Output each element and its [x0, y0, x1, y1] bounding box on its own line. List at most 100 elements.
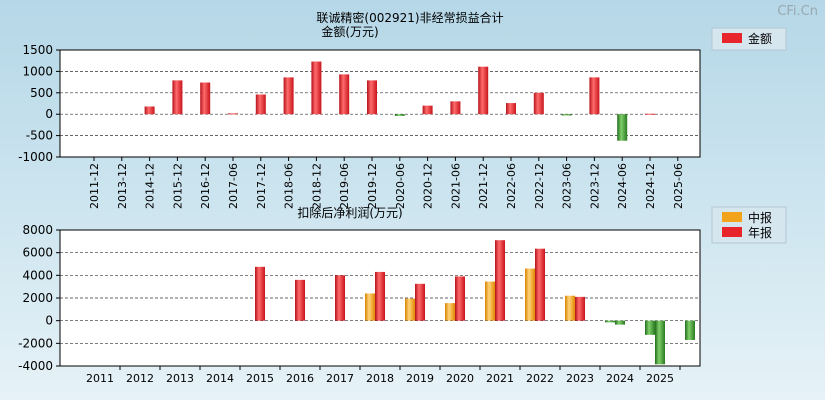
- chart2-x-tick-label: 2024: [606, 372, 634, 385]
- chart1-title: 联诚精密(002921)非经常损益合计: [316, 10, 503, 25]
- chart2-x-tick-label: 2025: [646, 372, 674, 385]
- chart2-x-tick-label: 2014: [206, 372, 234, 385]
- chart2-x-axis: 2011 2012 2013 2014 2015 2016 2017 2018 2019 2020…: [86, 366, 681, 385]
- chart2-x-tick-label: 2017: [326, 372, 354, 385]
- chart1-x-tick-label: 2013-12: [116, 163, 129, 209]
- chart2-x-tick-label: 2019: [406, 372, 434, 385]
- chart1-bar: [506, 103, 516, 115]
- chart2-bars: [255, 240, 695, 365]
- chart2-x-tick-label: 2022: [526, 372, 554, 385]
- chart1-x-tick-label: 2016-12: [199, 163, 212, 209]
- legend-label-zhongbao: 中报: [748, 210, 772, 225]
- chart2-x-tick-label: 2011: [86, 372, 114, 385]
- chart2-y-tick-label: 8000: [22, 223, 53, 237]
- chart1-y-tick-label: 0: [45, 107, 53, 121]
- chart1-x-tick-label: 2017-12: [255, 163, 268, 209]
- chart1-x-tick-label: 2018-12: [310, 163, 323, 209]
- legend-swatch-zhongbao: [722, 212, 742, 222]
- chart1-y-axis: 1500 1000 500 0 -500 -1000: [18, 43, 60, 164]
- chart2-y-tick-label: -4000: [18, 359, 53, 373]
- chart1-bar: [478, 66, 489, 115]
- chart1-bar: [339, 74, 350, 115]
- chart2-bar-nianbao: [455, 276, 465, 321]
- chart1-ylabel: 金额(万元): [321, 24, 378, 39]
- chart2-bar-zhongbao: [645, 320, 655, 335]
- chart2-bar-zhongbao: [445, 303, 455, 321]
- legend-swatch-jine: [722, 33, 742, 43]
- chart1-bar: [255, 94, 266, 115]
- chart1-bar: [422, 105, 433, 115]
- chart1-x-tick-label: 2022-12: [533, 163, 546, 209]
- chart1-x-tick-label: 2022-06: [505, 163, 518, 209]
- chart1-y-tick-label: -500: [26, 129, 53, 143]
- chart1-legend: 金额: [711, 27, 787, 51]
- chart2-bar-zhongbao: [605, 320, 615, 323]
- chart2-bar-zhongbao: [405, 298, 415, 321]
- chart2-bar-zhongbao: [565, 295, 575, 321]
- chart2-bar-nianbao: [615, 320, 625, 325]
- chart1-bar: [617, 114, 628, 141]
- chart2-y-tick-label: 0: [45, 314, 53, 328]
- chart1-bar: [589, 77, 600, 115]
- chart2-bar-nianbao: [255, 266, 265, 321]
- chart1-y-tick-label: -1000: [18, 150, 53, 164]
- chart1-bar: [394, 114, 405, 116]
- chart2-bar-nianbao: [495, 240, 505, 321]
- chart1-bar: [228, 113, 238, 115]
- chart2-bar-zhongbao: [525, 268, 535, 321]
- chart1-bar: [645, 113, 655, 115]
- chart1-bar: [172, 80, 183, 115]
- chart2-x-tick-label: 2015: [246, 372, 274, 385]
- chart1-y-tick-label: 1000: [22, 64, 53, 78]
- chart2-bar-nianbao: [575, 296, 585, 321]
- chart1-x-tick-label: 2020-12: [422, 163, 435, 209]
- chart1-x-tick-label: 2018-06: [283, 163, 296, 209]
- chart1-bar: [200, 82, 211, 115]
- chart1-x-tick-label: 2024-12: [644, 163, 657, 209]
- chart2-title: 扣除后净利润(万元): [297, 205, 402, 220]
- chart2-x-tick-label: 2018: [366, 372, 394, 385]
- chart1-bar: [311, 61, 322, 115]
- chart2-y-axis: 8000 6000 4000 2000 0 -2000 -4000: [18, 223, 60, 373]
- legend-label-nianbao: 年报: [748, 225, 772, 240]
- chart1-x-tick-label: 2017-06: [227, 163, 240, 209]
- chart1-y-tick-label: 1500: [22, 43, 53, 57]
- chart1-gridlines: [60, 71, 700, 136]
- chart2-bar-nianbao: [375, 271, 385, 321]
- chart1-x-tick-label: 2024-06: [616, 163, 629, 209]
- chart1-bar: [144, 106, 155, 115]
- chart1-x-tick-label: 2011-12: [88, 163, 101, 209]
- chart1-x-tick-label: 2015-12: [171, 163, 184, 209]
- legend-swatch-nianbao: [722, 227, 742, 237]
- chart2-y-tick-label: 4000: [22, 268, 53, 282]
- chart2-bar-nianbao: [535, 248, 545, 321]
- chart1-x-tick-label: 2014-12: [144, 163, 157, 209]
- chart1-bar: [450, 101, 461, 115]
- chart1-bar: [367, 80, 377, 115]
- watermark: CFi.Cn: [777, 4, 818, 19]
- chart1-plot-area: [59, 49, 701, 158]
- chart2-x-tick-label: 2023: [566, 372, 594, 385]
- chart1-x-tick-label: 2023-12: [588, 163, 601, 209]
- chart2-bar-nianbao: [415, 283, 425, 321]
- chart2-bar-nianbao: [655, 320, 665, 365]
- chart2-y-tick-label: -2000: [18, 336, 53, 350]
- chart1-y-tick-label: 500: [30, 86, 53, 100]
- chart2-x-tick-label: 2020: [446, 372, 474, 385]
- chart1-bar: [533, 92, 544, 115]
- chart1-bar: [283, 77, 294, 115]
- chart1-bars: [144, 61, 655, 141]
- chart2-x-tick-label: 2016: [286, 372, 314, 385]
- chart1-x-tick-label: 2021-12: [477, 163, 490, 209]
- chart1-x-tick-label: 2023-06: [561, 163, 574, 209]
- chart2-x-tick-label: 2012: [126, 372, 154, 385]
- chart2-bar-zhongbao: [365, 293, 375, 321]
- chart1-x-tick-label: 2019-12: [366, 163, 379, 209]
- chart2-bar-nianbao: [335, 275, 345, 321]
- chart1-x-tick-label: 2019-06: [338, 163, 351, 209]
- chart2-x-tick-label: 2021: [486, 372, 514, 385]
- chart1-x-tick-label: 2020-06: [394, 163, 407, 209]
- chart1-x-axis: 2011-12 2013-12 2014-12 2015-12 2016-12 2017-…: [88, 157, 685, 209]
